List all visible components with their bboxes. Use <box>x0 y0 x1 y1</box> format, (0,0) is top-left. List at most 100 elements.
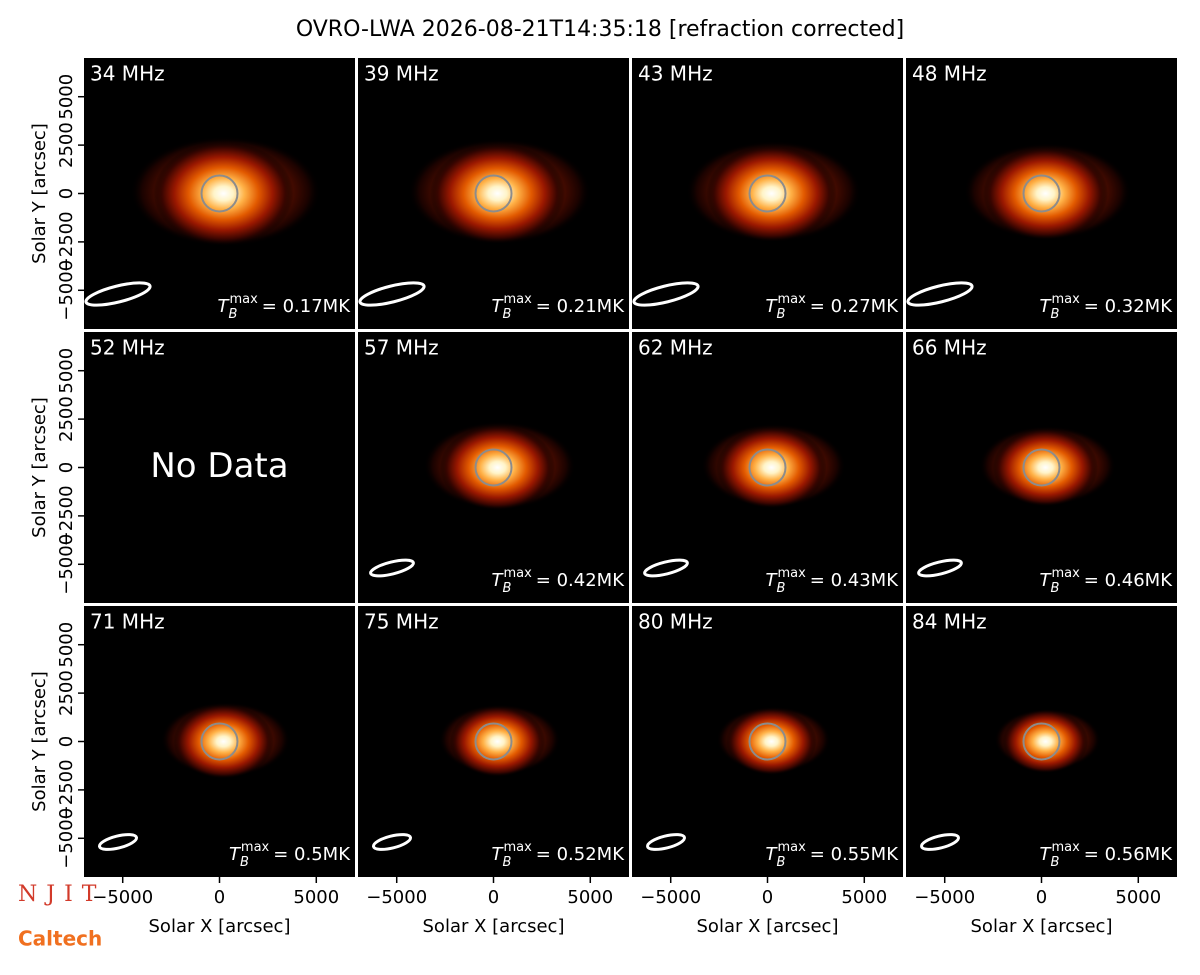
solar-disk <box>200 722 239 761</box>
tb-value: = 0.42MK <box>536 570 625 591</box>
solar-disk <box>1022 174 1061 213</box>
tb-value: = 0.43MK <box>810 570 899 591</box>
tb-symbol: T <box>766 844 779 865</box>
panel-title: 34 MHz <box>90 62 165 86</box>
x-tick-label: 0 <box>1036 887 1047 908</box>
tb-subscript: B <box>503 307 512 322</box>
tb-subscript: B <box>240 855 249 870</box>
panel-title: 66 MHz <box>912 336 987 360</box>
y-tick-label: 2500 <box>56 670 77 716</box>
tb-symbol: T <box>492 296 505 317</box>
tb-symbol: T <box>1040 570 1053 591</box>
tb-value: = 0.55MK <box>810 844 899 865</box>
y-axis-label: Solar Y [arcsec] <box>29 397 50 538</box>
tb-superscript: max <box>1051 292 1080 307</box>
x-tick-label: −5000 <box>92 887 153 908</box>
tb-value: = 0.27MK <box>810 296 899 317</box>
y-tick-label: −2500 <box>56 485 77 546</box>
solar-disk <box>1022 448 1061 487</box>
solar-disk <box>200 174 239 213</box>
x-tick-label: 0 <box>214 887 225 908</box>
panel-background <box>84 332 355 603</box>
tb-max-label: TBmax = 0.55MK <box>766 840 900 870</box>
emission <box>706 145 837 242</box>
emission <box>982 147 1109 240</box>
tb-symbol: T <box>492 570 505 591</box>
tb-symbol: T <box>492 844 505 865</box>
x-tick-label: −5000 <box>640 887 701 908</box>
y-tick-label: 2500 <box>56 122 77 168</box>
tb-symbol: T <box>218 296 231 317</box>
emission <box>726 707 817 776</box>
tb-max-label: TBmax = 0.43MK <box>766 566 900 596</box>
x-tick-label: 5000 <box>841 887 887 908</box>
tb-value: = 0.46MK <box>1084 570 1173 591</box>
beam <box>917 558 963 578</box>
beam <box>98 833 138 851</box>
tb-subscript: B <box>1051 581 1060 596</box>
solar-disk <box>1022 722 1061 761</box>
tb-subscript: B <box>503 855 512 870</box>
y-tick-label: 0 <box>56 736 77 747</box>
y-tick-label: 0 <box>56 462 77 473</box>
y-tick-label: −5000 <box>56 534 77 595</box>
figure-title: OVRO-LWA 2026-08-21T14:35:18 [refraction… <box>296 17 904 42</box>
panel-title: 80 MHz <box>638 610 713 634</box>
y-tick-label: 0 <box>56 188 77 199</box>
panel-title: 43 MHz <box>638 62 713 86</box>
tb-subscript: B <box>777 581 786 596</box>
x-tick-label: −5000 <box>366 887 427 908</box>
tb-superscript: max <box>777 840 806 855</box>
no-data-note: No Data <box>150 446 288 486</box>
tb-subscript: B <box>229 307 238 322</box>
tb-symbol: T <box>766 296 779 317</box>
tb-superscript: max <box>241 840 270 855</box>
y-tick-label: −2500 <box>56 211 77 272</box>
emission <box>1002 709 1089 774</box>
tb-subscript: B <box>777 307 786 322</box>
tb-superscript: max <box>777 566 806 581</box>
panel-title: 84 MHz <box>912 610 987 634</box>
x-axis-label: Solar X [arcsec] <box>149 916 291 937</box>
tb-subscript: B <box>1051 307 1060 322</box>
tb-superscript: max <box>1051 566 1080 581</box>
tb-value: = 0.32MK <box>1084 296 1173 317</box>
caltech-logo: Caltech <box>18 927 102 951</box>
panel-title: 39 MHz <box>364 62 439 86</box>
tb-symbol: T <box>1040 844 1053 865</box>
x-tick-label: 5000 <box>567 887 613 908</box>
tb-max-label: TBmax = 0.56MK <box>1040 840 1174 870</box>
tb-symbol: T <box>766 570 779 591</box>
beam <box>84 281 152 307</box>
y-tick-label: −5000 <box>56 808 77 869</box>
y-tick-label: 5000 <box>56 622 77 668</box>
beam <box>369 558 415 578</box>
tb-superscript: max <box>503 566 532 581</box>
tb-subscript: B <box>1051 855 1060 870</box>
emission <box>153 141 294 246</box>
x-tick-label: −5000 <box>914 887 975 908</box>
tb-max-label: TBmax = 0.46MK <box>1040 566 1174 596</box>
panel-title: 71 MHz <box>90 610 165 634</box>
x-tick-label: 5000 <box>293 887 339 908</box>
tb-value: = 0.5MK <box>273 844 351 865</box>
x-tick-label: 0 <box>762 887 773 908</box>
tb-value: = 0.21MK <box>536 296 625 317</box>
tb-superscript: max <box>1051 840 1080 855</box>
beam <box>920 833 960 851</box>
tb-superscript: max <box>777 292 806 307</box>
beam <box>358 281 426 307</box>
solar-disk <box>474 174 513 213</box>
beam <box>646 833 686 851</box>
tb-max-label: TBmax = 0.32MK <box>1040 292 1174 322</box>
tb-max-label: TBmax = 0.5MK <box>229 840 351 870</box>
emission <box>173 704 274 779</box>
y-tick-label: −5000 <box>56 260 77 321</box>
tb-subscript: B <box>503 581 512 596</box>
tb-max-label: TBmax = 0.42MK <box>492 566 626 596</box>
panel-title: 75 MHz <box>364 610 439 634</box>
y-axis-label: Solar Y [arcsec] <box>29 671 50 812</box>
emission <box>992 428 1099 507</box>
tb-value: = 0.56MK <box>1084 844 1173 865</box>
